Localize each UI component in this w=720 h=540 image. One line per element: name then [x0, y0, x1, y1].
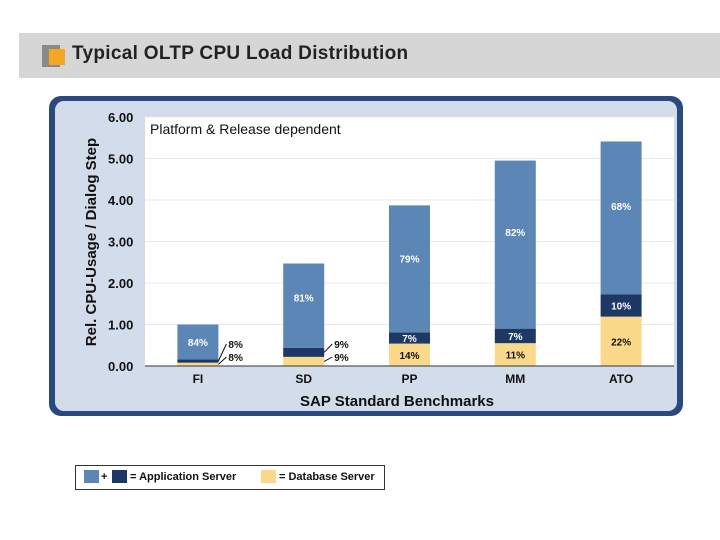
title-bar	[19, 33, 720, 78]
chart-annotation: Platform & Release dependent	[150, 121, 341, 137]
y-tick-label: 5.00	[108, 152, 133, 167]
y-tick-label: 2.00	[108, 276, 133, 291]
bar-segment	[283, 347, 325, 357]
x-tick-label: MM	[505, 372, 525, 386]
bar-value-label: 84%	[188, 338, 208, 349]
bar-segment	[494, 343, 536, 366]
bar-segment	[283, 356, 325, 366]
bar-value-label: 9%	[334, 353, 349, 364]
legend-application-label: = Application Server	[130, 471, 237, 483]
label-leader-line	[218, 356, 227, 365]
bar-value-label: 7%	[508, 332, 523, 343]
bar-segment	[177, 324, 219, 360]
bar-segment	[600, 294, 642, 317]
legend: + = Application Server = Database Server	[75, 465, 385, 490]
bar-value-label: 10%	[611, 301, 631, 312]
label-leader-line	[323, 343, 333, 353]
label-leader-line	[217, 343, 227, 362]
y-tick-label: 3.00	[108, 235, 133, 250]
bar-value-label: 9%	[334, 340, 349, 351]
x-tick-label: ATO	[609, 372, 633, 386]
x-tick-label: SD	[295, 372, 312, 386]
title-marker-orange	[49, 49, 65, 65]
bar-segment	[389, 205, 430, 333]
bar-segment	[600, 316, 642, 366]
bar-value-label: 22%	[611, 337, 631, 348]
y-axis-label: Rel. CPU-Usage / Dialog Step	[83, 138, 100, 346]
page-title: Typical OLTP CPU Load Distribution	[72, 43, 409, 64]
bar-segment	[283, 263, 325, 348]
bar-value-label: 8%	[228, 340, 243, 351]
legend-database-label: = Database Server	[279, 471, 375, 483]
bar-segment	[177, 359, 219, 363]
x-tick-label: FI	[193, 372, 204, 386]
bar-value-label: 11%	[506, 351, 526, 362]
y-tick-label: 1.00	[108, 318, 133, 333]
y-tick-label: 0.00	[108, 359, 133, 374]
x-axis-label: SAP Standard Benchmarks	[300, 393, 494, 410]
legend-swatch-application	[84, 470, 99, 483]
y-tick-label: 6.00	[108, 110, 133, 125]
bar-segment	[177, 362, 219, 366]
bar-value-label: 81%	[294, 293, 314, 304]
y-tick-label: 4.00	[108, 193, 133, 208]
legend-swatch-application-dark	[112, 470, 127, 483]
x-tick-label: PP	[401, 372, 417, 386]
bar-segment	[494, 160, 536, 329]
bar-value-label: 82%	[505, 228, 525, 239]
bar-value-label: 8%	[228, 353, 243, 364]
legend-swatch-database	[261, 470, 276, 483]
bar-segment	[389, 343, 430, 366]
bar-value-label: 79%	[399, 255, 419, 266]
bar-segment	[600, 141, 642, 295]
bar-value-label: 7%	[402, 334, 417, 345]
label-leader-line	[323, 356, 333, 362]
bar-segment	[389, 332, 430, 344]
bar-segment	[494, 328, 536, 344]
legend-plus: +	[101, 471, 108, 483]
bar-value-label: 14%	[399, 351, 419, 362]
bar-value-label: 68%	[611, 202, 631, 213]
